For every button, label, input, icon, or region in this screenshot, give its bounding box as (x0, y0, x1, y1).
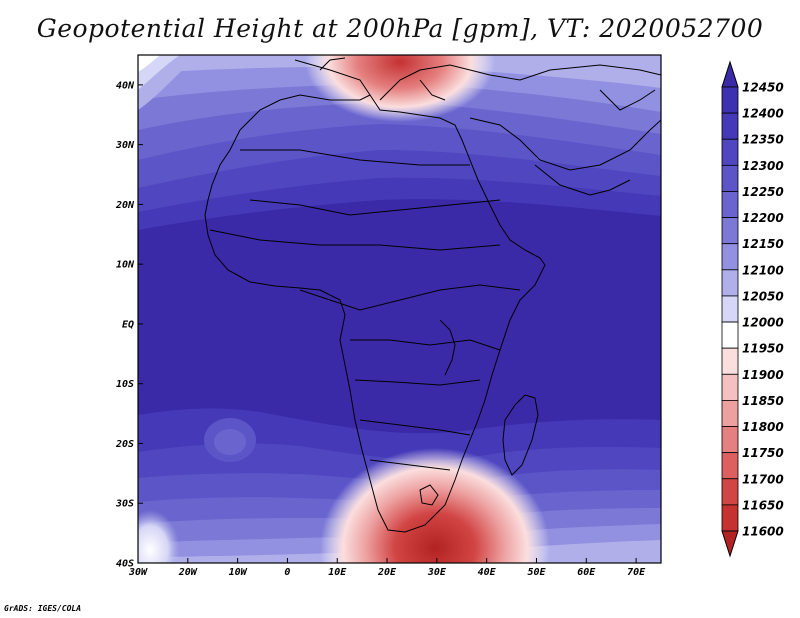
y-tick-label: 20N (115, 200, 135, 211)
colorbar-label: 11850 (742, 394, 784, 408)
colorbar-label: 12300 (742, 159, 784, 173)
y-tick-label: 20S (115, 439, 134, 450)
x-tick-label: 30E (427, 567, 447, 578)
colorbar-label: 12000 (742, 316, 784, 330)
colorbar-label: 12400 (742, 107, 784, 121)
y-tick-label: 30S (115, 499, 134, 510)
y-tick-label: 40S (116, 559, 134, 570)
colorbar-label: 12050 (742, 289, 784, 303)
colorbar-swatch (721, 504, 739, 532)
x-tick-label: 20E (377, 567, 397, 578)
credit-text: GrADS: IGES/COLA (4, 604, 82, 613)
x-tick-label: 0 (284, 567, 290, 578)
y-tick-label: 40N (116, 80, 135, 91)
colorbar-label: 12250 (742, 185, 784, 199)
colorbar-label: 12450 (742, 81, 784, 95)
colorbar-swatch (721, 112, 739, 140)
colorbar-label: 11750 (742, 446, 784, 460)
x-tick-label: 10W (229, 567, 248, 578)
map-title: Geopotential Height at 200hPa [gpm], VT:… (36, 14, 764, 43)
colorbar-swatch (721, 452, 739, 480)
colorbar-swatch (721, 321, 739, 349)
colorbar-swatch (721, 347, 739, 375)
x-tick-label: 60E (577, 567, 596, 578)
map-frame (137, 54, 662, 564)
colorbar-swatch (721, 164, 739, 192)
x-tick-label: 70E (627, 567, 646, 578)
coastlines (204, 57, 661, 533)
colorbar-label: 12350 (742, 133, 784, 147)
y-tick-label: 10S (116, 379, 134, 390)
x-tick-label: 20W (178, 567, 198, 578)
x-tick-label: 50E (527, 567, 546, 578)
x-tick-label: 10E (328, 567, 347, 578)
colorbar-swatch (721, 243, 739, 271)
colorbar-max-arrow (721, 60, 739, 88)
colorbar-swatch (721, 191, 739, 218)
colorbar-swatch (721, 478, 739, 506)
y-axis: 40N 30N 20N 10N EQ 10S 20S 30S 40S (115, 80, 143, 570)
y-tick-label: 10N (116, 260, 135, 271)
colorbar-swatch (721, 295, 739, 323)
colorbar-swatch (721, 373, 739, 401)
colorbar-label: 11950 (742, 342, 784, 356)
colorbar-label: 11650 (742, 498, 784, 512)
colorbar-label: 11700 (742, 472, 784, 486)
colorbar-swatch (721, 217, 739, 245)
colorbar-label: 12200 (742, 211, 784, 225)
colorbar-label: 11600 (742, 525, 784, 539)
colorbar: 12450 12400 12350 12300 12250 12200 12150 12100… (721, 60, 784, 558)
colorbar-min-arrow (721, 530, 739, 558)
colorbar-label: 11900 (742, 368, 784, 382)
colorbar-label: 11800 (742, 420, 784, 434)
colorbar-swatch (721, 269, 739, 297)
colorbar-label: 12150 (742, 237, 784, 251)
colorbar-swatch (721, 86, 739, 114)
height-field (138, 55, 661, 563)
x-tick-label: 30W (128, 567, 148, 578)
colorbar-swatch (721, 400, 739, 427)
x-axis: 30W 20W 10W 0 10E 20E 30E 40E 50E 60E 70E (128, 558, 646, 578)
colorbar-label: 12100 (742, 263, 784, 277)
colorbar-swatch (721, 426, 739, 454)
y-tick-label: 30N (115, 140, 135, 151)
x-tick-label: 40E (478, 567, 497, 578)
colorbar-swatch (721, 138, 739, 166)
y-tick-label: EQ (122, 319, 134, 330)
